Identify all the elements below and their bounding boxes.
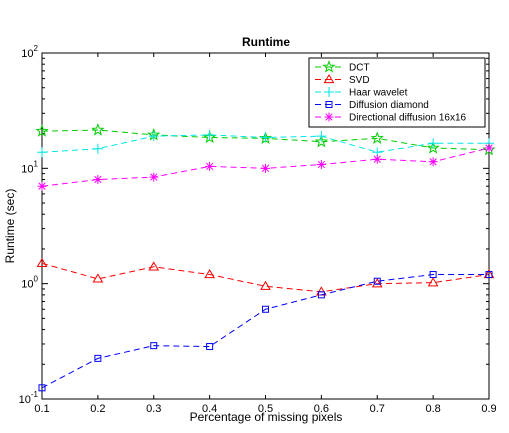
data-point [35,124,49,137]
y-tick-label: 100 [21,275,38,291]
data-point [206,343,214,351]
data-point [372,154,382,164]
legend-marker [323,74,335,84]
legend-label: Directional diffusion 16x16 [349,113,467,124]
legend-marker [324,87,334,97]
data-point [261,163,270,173]
x-tick-label: 0.4 [202,403,217,415]
legend-label: DCT [349,63,370,74]
data-point [205,161,215,171]
legend-item: Haar wavelet [315,87,408,99]
x-tick-label: 0.2 [90,403,105,415]
x-tick-label: 0.6 [314,403,329,415]
data-point [426,141,440,154]
data-point [150,342,158,350]
data-point [427,277,439,287]
y-axis-label: Runtime (sec) [3,189,17,264]
x-tick-label: 0.5 [258,403,273,415]
data-point [262,305,269,313]
legend-item: Diffusion diamond [315,100,429,111]
data-point [485,271,493,279]
y-axis-ticks: 10-1 100 101 102 [19,44,489,406]
series-layer [35,123,496,392]
data-point [37,181,47,191]
data-point [316,131,327,142]
series-3 [38,271,493,392]
data-point [149,172,159,182]
data-point [260,132,271,143]
data-point [36,257,48,268]
data-point [204,269,215,279]
data-point [38,384,46,392]
legend-item: Directional diffusion 16x16 [315,112,467,124]
chart-title: Runtime [242,35,290,49]
legend-marker [325,101,333,108]
data-point [92,143,103,154]
legend-marker [324,112,334,122]
x-tick-label: 0.9 [481,403,496,415]
data-point [260,280,271,290]
data-point [91,123,105,136]
data-point [429,271,437,279]
data-point [92,273,104,283]
y-tick-label: 102 [21,44,38,60]
data-point [94,354,102,362]
data-point [317,291,325,299]
data-point [148,131,159,142]
y-tick-label: 10-1 [19,390,39,406]
data-point [371,278,383,288]
legend-marker [322,60,336,73]
data-point [93,175,103,185]
legend-label: SVD [349,75,370,86]
x-tick-label: 0.3 [146,403,161,415]
x-tick-label: 0.8 [425,403,440,415]
legend-label: Haar wavelet [349,88,408,99]
data-point [314,134,328,148]
series-line [41,274,489,389]
x-tick-label: 0.1 [34,403,49,415]
data-point [148,261,160,271]
data-point [373,277,381,285]
data-point [370,131,384,144]
x-tick-label: 0.7 [370,403,385,415]
data-point [428,157,438,167]
legend-item: DCT [315,60,370,74]
data-point [484,143,494,153]
data-point [37,147,47,158]
legend-item: SVD [315,74,370,86]
legend-label: Diffusion diamond [349,100,429,111]
x-axis-ticks: 0.1 0.2 0.3 0.4 0.5 0.6 0.7 0.8 0.9 [34,53,497,415]
data-point [316,159,326,169]
series-2 [37,129,494,158]
series-4 [37,143,494,191]
series-1 [36,257,495,296]
y-tick-label: 101 [21,159,38,175]
data-point [204,129,215,140]
x-axis-label: Percentage of missing pixels [190,410,343,424]
data-point [428,138,439,149]
